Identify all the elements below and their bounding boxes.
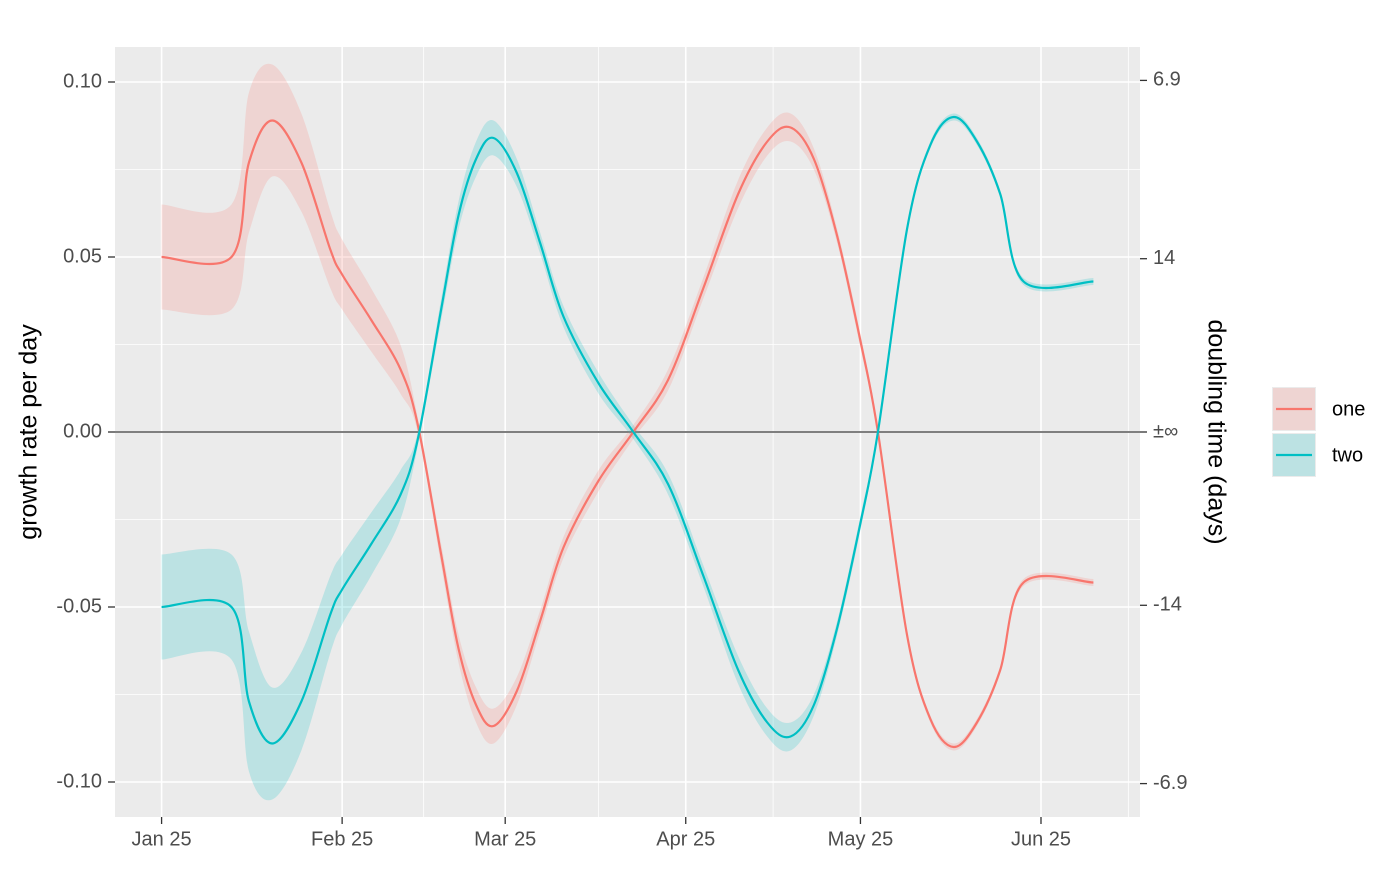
y-tick-label: 0.00 bbox=[63, 420, 102, 442]
y2-tick-label: 6.9 bbox=[1153, 69, 1181, 91]
x-tick-label: Mar 25 bbox=[474, 828, 536, 850]
legend-label: one bbox=[1332, 398, 1365, 420]
y-tick-label: 0.05 bbox=[63, 245, 102, 267]
y-tick-label: -0.05 bbox=[56, 595, 102, 617]
y2-tick-label: -6.9 bbox=[1153, 772, 1187, 794]
y2-tick-label: 14 bbox=[1153, 247, 1175, 269]
y-tick-label: 0.10 bbox=[63, 70, 102, 92]
x-tick-label: Jun 25 bbox=[1011, 828, 1071, 850]
x-tick-label: May 25 bbox=[828, 828, 894, 850]
series-line bbox=[161, 119, 1094, 749]
y2-tick-label: -14 bbox=[1153, 594, 1182, 616]
x-tick-label: Jan 25 bbox=[132, 828, 192, 850]
y-axis-title: growth rate per day bbox=[15, 324, 43, 540]
ribbon bbox=[161, 63, 1094, 751]
ribbon bbox=[161, 113, 1094, 801]
legend-label: two bbox=[1332, 444, 1363, 466]
x-tick-label: Feb 25 bbox=[311, 828, 373, 850]
y2-tick-label: ±∞ bbox=[1153, 420, 1178, 442]
series-line bbox=[161, 115, 1094, 745]
y2-axis-title: doubling time (days) bbox=[1202, 319, 1230, 544]
y-tick-label: -0.10 bbox=[56, 770, 102, 792]
x-tick-label: Apr 25 bbox=[656, 828, 715, 850]
